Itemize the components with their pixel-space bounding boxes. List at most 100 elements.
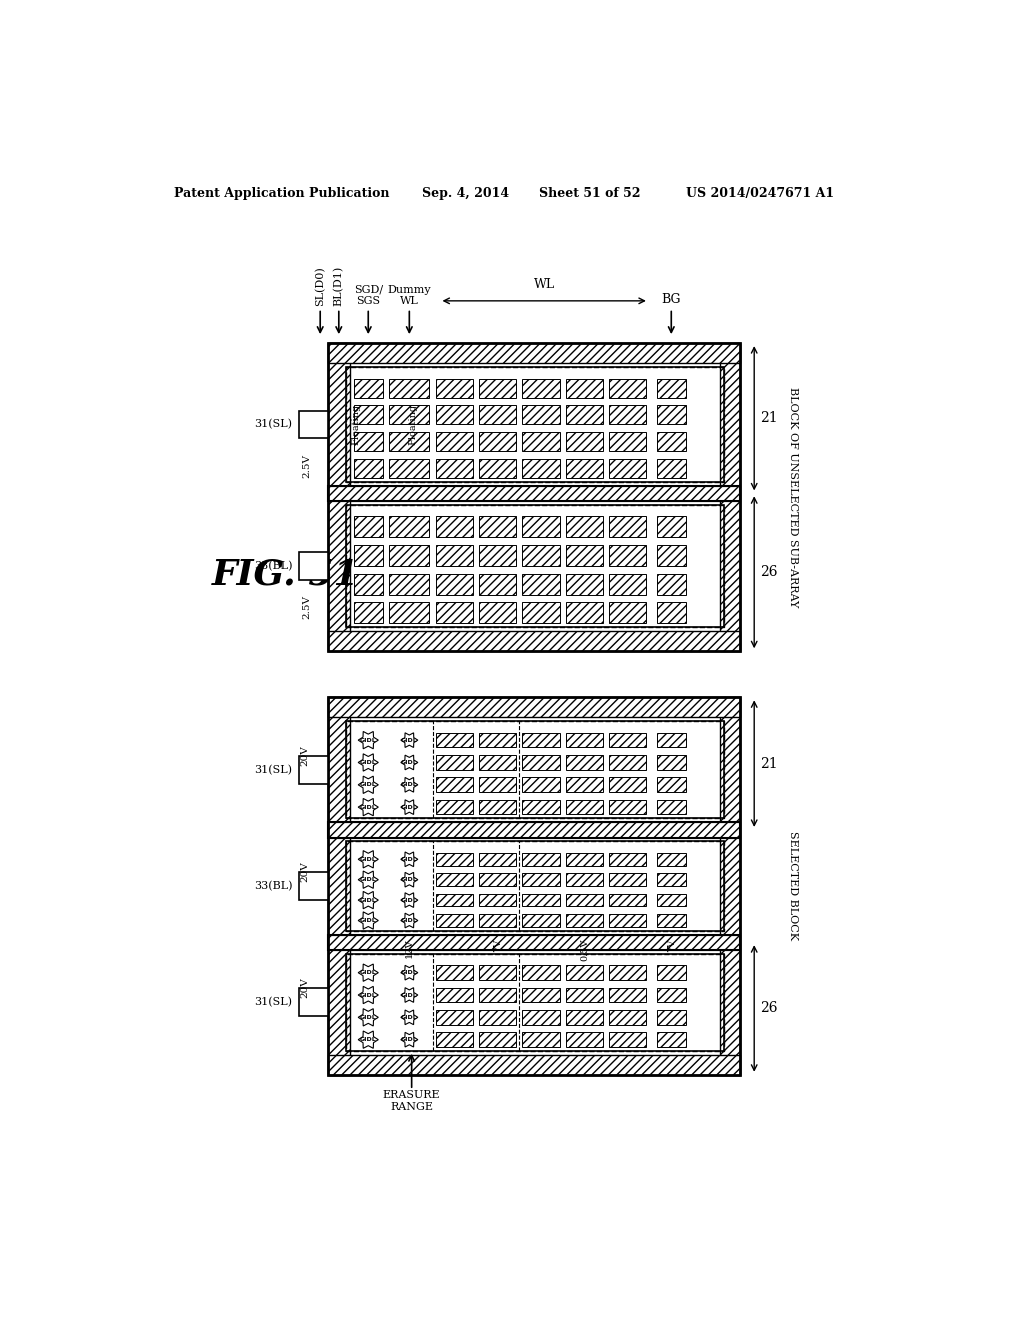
Text: 26: 26 — [761, 1002, 778, 1015]
Bar — [479, 379, 516, 397]
Bar — [566, 516, 603, 537]
Bar — [522, 800, 560, 814]
Bar — [522, 965, 560, 979]
Bar — [479, 987, 516, 1002]
Text: 20V: 20V — [300, 862, 309, 882]
Bar — [346, 954, 724, 1051]
Bar — [656, 432, 686, 451]
Bar — [566, 405, 603, 425]
Bar — [479, 894, 516, 907]
Bar — [328, 822, 740, 838]
Bar — [435, 915, 473, 927]
Bar — [389, 459, 429, 478]
Text: 20V: 20V — [300, 978, 309, 998]
Bar — [609, 777, 646, 792]
Bar — [566, 915, 603, 927]
Polygon shape — [400, 733, 418, 747]
Bar — [720, 697, 740, 1074]
Bar — [656, 405, 686, 425]
Bar — [566, 874, 603, 886]
Text: SL(D0): SL(D0) — [315, 267, 326, 306]
Bar — [609, 987, 646, 1002]
Bar — [353, 516, 383, 537]
Bar — [566, 965, 603, 979]
Text: GIDL: GIDL — [359, 738, 377, 743]
Bar — [609, 915, 646, 927]
Polygon shape — [358, 799, 378, 816]
Bar — [435, 574, 473, 595]
Bar — [479, 459, 516, 478]
Text: FIG. 51: FIG. 51 — [212, 557, 359, 591]
Polygon shape — [358, 754, 378, 771]
Bar — [609, 965, 646, 979]
Bar — [346, 367, 724, 482]
Bar — [566, 1032, 603, 1047]
Text: 20V: 20V — [300, 746, 309, 766]
Bar — [656, 755, 686, 770]
Bar — [566, 459, 603, 478]
Bar — [435, 965, 473, 979]
Bar — [522, 379, 560, 397]
Bar — [522, 777, 560, 792]
Bar — [656, 987, 686, 1002]
Polygon shape — [400, 892, 418, 907]
Bar — [566, 379, 603, 397]
Bar — [566, 545, 603, 566]
Bar — [522, 516, 560, 537]
Bar — [346, 721, 724, 818]
Bar — [353, 379, 383, 397]
Bar — [609, 894, 646, 907]
Text: Patent Application Publication: Patent Application Publication — [174, 187, 390, 199]
Bar — [609, 545, 646, 566]
Bar — [389, 545, 429, 566]
Bar — [566, 853, 603, 866]
Bar — [389, 405, 429, 425]
Bar — [656, 516, 686, 537]
Bar — [479, 1010, 516, 1024]
Text: 31(SL): 31(SL) — [254, 420, 292, 429]
Bar — [389, 379, 429, 397]
Bar — [566, 733, 603, 747]
Text: GIDL: GIDL — [359, 970, 377, 975]
Text: 31(SL): 31(SL) — [254, 764, 292, 775]
Text: 12V: 12V — [404, 939, 414, 958]
Text: Sep. 4, 2014: Sep. 4, 2014 — [423, 187, 510, 199]
Bar — [522, 432, 560, 451]
Text: GIDL: GIDL — [401, 993, 418, 998]
Text: GIDL: GIDL — [359, 917, 377, 923]
Polygon shape — [400, 1010, 418, 1024]
Bar — [435, 894, 473, 907]
Text: GIDL: GIDL — [359, 1015, 377, 1020]
Text: GIDL: GIDL — [401, 857, 418, 862]
Bar — [346, 954, 724, 1051]
Bar — [435, 1032, 473, 1047]
Bar — [656, 965, 686, 979]
Bar — [435, 853, 473, 866]
Bar — [656, 853, 686, 866]
Bar — [566, 777, 603, 792]
Bar — [522, 405, 560, 425]
Bar — [328, 343, 740, 363]
Bar — [346, 506, 724, 627]
Bar — [328, 935, 740, 950]
Polygon shape — [358, 912, 378, 929]
Bar — [346, 367, 724, 482]
Polygon shape — [358, 986, 378, 1003]
Bar — [656, 733, 686, 747]
Bar — [435, 755, 473, 770]
Bar — [566, 800, 603, 814]
Bar — [299, 989, 328, 1016]
Bar — [328, 1055, 740, 1074]
Bar — [656, 602, 686, 623]
Polygon shape — [358, 1008, 378, 1026]
Bar — [328, 631, 740, 651]
Bar — [479, 915, 516, 927]
Bar — [435, 516, 473, 537]
Bar — [656, 777, 686, 792]
Text: BL(D1): BL(D1) — [334, 267, 344, 306]
Text: GIDL: GIDL — [359, 993, 377, 998]
Bar — [656, 1010, 686, 1024]
Polygon shape — [358, 964, 378, 981]
Text: 26: 26 — [761, 565, 778, 579]
Bar — [479, 574, 516, 595]
